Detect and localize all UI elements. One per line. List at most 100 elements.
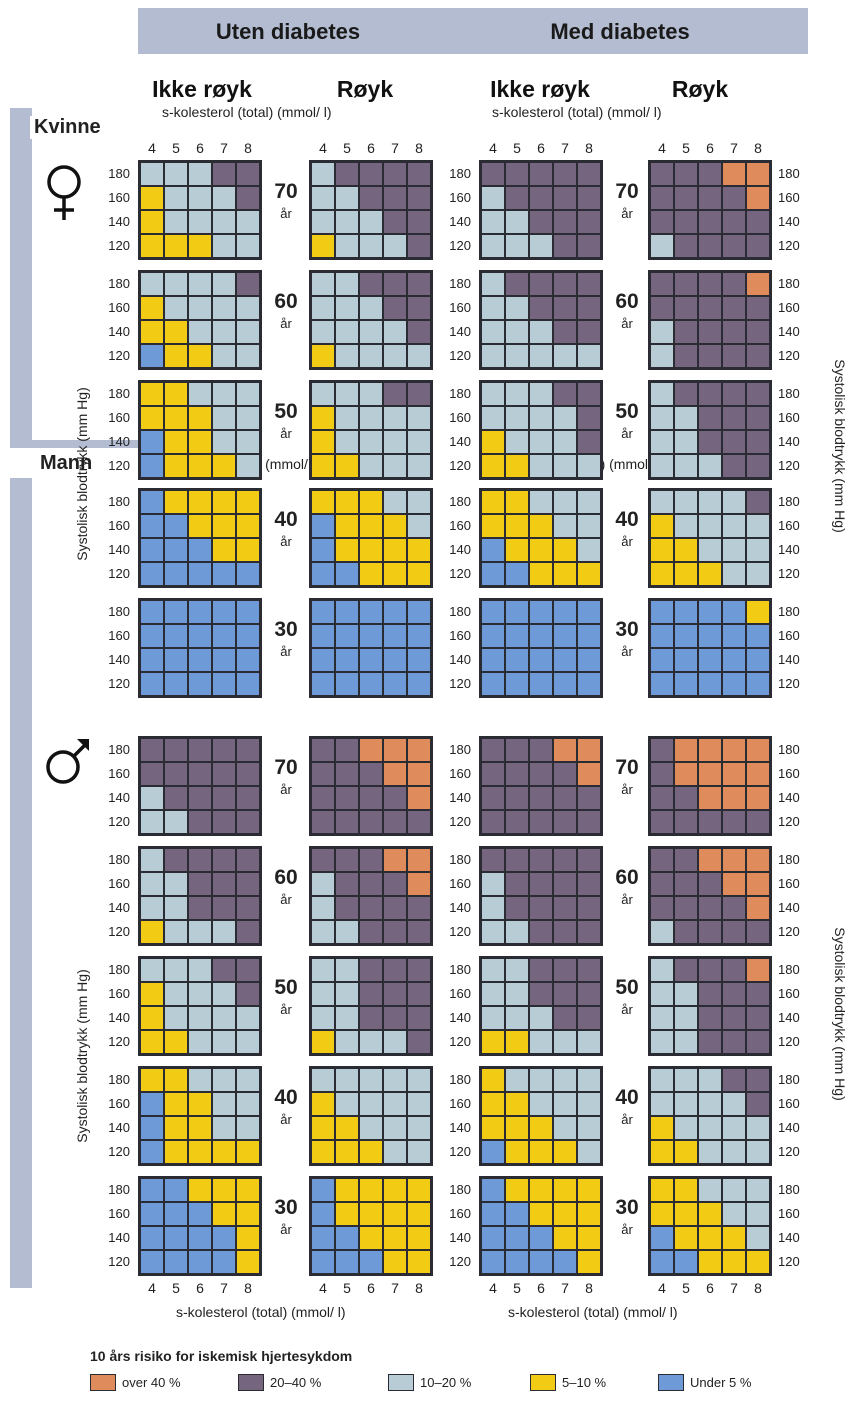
heatmap-cell	[505, 320, 529, 344]
bp-tick-label: 180	[778, 604, 800, 619]
bp-tick-label: 180	[449, 386, 471, 401]
heatmap-cell	[746, 1202, 770, 1226]
heatmap-cell	[529, 538, 553, 562]
heatmap-cell	[236, 320, 260, 344]
chol-tick-label-top: 6	[196, 140, 204, 156]
heatmap-cell	[577, 896, 601, 920]
heatmap-cell	[553, 562, 577, 586]
bp-tick-label: 140	[449, 1230, 471, 1245]
heatmap-cell	[746, 186, 770, 210]
chol-tick-label-top: 8	[585, 140, 593, 156]
heatmap-cell	[553, 1202, 577, 1226]
heatmap-cell	[359, 648, 383, 672]
age-unit-label: år	[280, 534, 292, 549]
chol-tick-label-top: 4	[148, 140, 156, 156]
heatmap-cell	[188, 538, 212, 562]
bp-tick-label: 120	[108, 1254, 130, 1269]
heatmap-cell	[164, 538, 188, 562]
heatmap-cell	[212, 872, 236, 896]
heatmap-cell	[650, 1116, 674, 1140]
heatmap-cell	[407, 624, 431, 648]
heatmap-cell	[481, 810, 505, 834]
age-label: 70	[615, 756, 639, 779]
heatmap-cell	[164, 186, 188, 210]
heatmap-cell	[407, 296, 431, 320]
chol-tick-label-top: 4	[319, 140, 327, 156]
heatmap-cell	[577, 186, 601, 210]
heatmap-cell	[529, 920, 553, 944]
heatmap-cell	[674, 624, 698, 648]
heatmap-cell	[674, 1092, 698, 1116]
heatmap-cell	[674, 538, 698, 562]
heatmap-cell	[529, 210, 553, 234]
bp-tick-label: 160	[108, 876, 130, 891]
heatmap-cell	[407, 1226, 431, 1250]
heatmap-cell	[481, 786, 505, 810]
age-label: 30	[274, 1196, 298, 1219]
heatmap-cell	[722, 762, 746, 786]
bp-tick-label: 120	[449, 566, 471, 581]
heatmap-cell	[577, 1140, 601, 1164]
heatmap-cell	[140, 234, 164, 258]
bp-tick-label: 120	[449, 1254, 471, 1269]
bp-tick-label: 160	[449, 1206, 471, 1221]
heatmap-cell	[698, 848, 722, 872]
heatmap-cell	[236, 648, 260, 672]
heatmap-cell	[481, 186, 505, 210]
heatmap-cell	[359, 454, 383, 478]
heatmap-cell	[722, 186, 746, 210]
bp-tick-label: 140	[778, 434, 800, 449]
heatmap-cell	[722, 1030, 746, 1054]
heatmap-cell	[481, 320, 505, 344]
heatmap-cell	[164, 848, 188, 872]
heatmap-cell	[359, 514, 383, 538]
heatmap-cell	[722, 738, 746, 762]
chol-tick-label-bottom: 7	[220, 1280, 228, 1296]
heatmap-cell	[188, 810, 212, 834]
heatmap-cell	[529, 848, 553, 872]
heatmap-cell	[674, 1006, 698, 1030]
heatmap-cell	[505, 538, 529, 562]
heatmap-cell	[188, 454, 212, 478]
bp-tick-label: 180	[449, 962, 471, 977]
heatmap-cell	[188, 272, 212, 296]
heatmap-cell	[359, 872, 383, 896]
heatmap-cell	[553, 296, 577, 320]
heatmap-cell	[529, 1006, 553, 1030]
bp-tick-label: 140	[449, 652, 471, 667]
heatmap-cell	[236, 848, 260, 872]
heatmap-cell	[359, 344, 383, 368]
heatmap-cell	[140, 562, 164, 586]
women-section-label: Kvinne	[30, 116, 105, 139]
age-unit-label: år	[280, 1222, 292, 1237]
heatmap-cell	[407, 272, 431, 296]
heatmap-cell	[553, 600, 577, 624]
heatmap-cell	[335, 600, 359, 624]
heatmap-cell	[359, 600, 383, 624]
heatmap-cell	[335, 648, 359, 672]
heatmap-cell	[698, 234, 722, 258]
heatmap-cell	[505, 514, 529, 538]
heatmap-cell	[236, 738, 260, 762]
heatmap-cell	[407, 600, 431, 624]
heatmap-cell	[553, 514, 577, 538]
heatmap-cell	[407, 762, 431, 786]
bp-tick-label: 180	[108, 386, 130, 401]
heatmap-cell	[140, 186, 164, 210]
heatmap-cell	[674, 490, 698, 514]
heatmap-cell	[746, 1092, 770, 1116]
age-unit-label: år	[621, 1112, 633, 1127]
legend-swatch	[238, 1374, 264, 1391]
heatmap-cell	[529, 490, 553, 514]
heatmap-cell	[674, 454, 698, 478]
bp-tick-label: 180	[108, 494, 130, 509]
heatmap-cell	[722, 600, 746, 624]
heatmap-cell	[577, 1178, 601, 1202]
heatmap-cell	[481, 1092, 505, 1116]
heatmap-cell	[407, 1250, 431, 1274]
heatmap-cell	[335, 1226, 359, 1250]
heatmap-cell	[164, 872, 188, 896]
heatmap-cell	[481, 648, 505, 672]
heatmap-cell	[698, 982, 722, 1006]
heatmap-cell	[164, 162, 188, 186]
